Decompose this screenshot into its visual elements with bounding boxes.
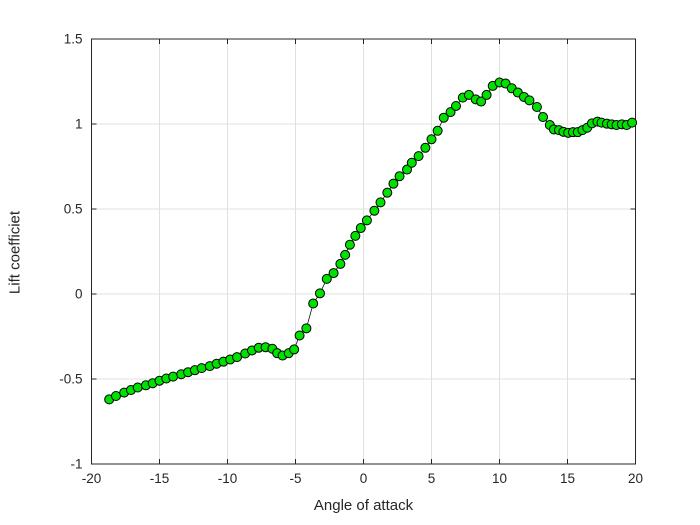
- y-tick-label: 0.5: [64, 202, 83, 217]
- data-point-marker: [314, 288, 325, 299]
- data-point-marker: [196, 363, 207, 374]
- data-point-marker: [438, 112, 449, 123]
- x-tick-label: 15: [560, 471, 575, 486]
- data-point-marker: [524, 95, 535, 106]
- data-point-marker: [406, 157, 417, 168]
- y-tick-label: -0.5: [59, 372, 82, 387]
- x-tick-label: 5: [428, 471, 436, 486]
- data-point-marker: [476, 96, 487, 107]
- data-point-marker: [308, 298, 319, 309]
- data-point-marker: [369, 205, 380, 216]
- data-point-marker: [481, 89, 492, 100]
- data-point-marker: [232, 352, 243, 363]
- data-point-marker: [335, 258, 346, 269]
- data-point-marker: [420, 142, 431, 153]
- data-point-marker: [394, 171, 405, 182]
- data-point-marker: [361, 215, 372, 226]
- data-point-marker: [321, 273, 332, 284]
- y-tick-label: 0: [75, 287, 83, 302]
- y-tick-label: -1: [70, 457, 82, 472]
- x-tick-label: 10: [492, 471, 507, 486]
- x-tick-label: -5: [289, 471, 301, 486]
- data-point-marker: [432, 125, 443, 136]
- y-axis-label: Lift coefficiet: [6, 210, 24, 295]
- data-point-marker: [289, 344, 300, 355]
- data-point-marker: [168, 371, 179, 382]
- data-point-marker: [531, 102, 542, 112]
- data-point-marker: [340, 249, 351, 260]
- data-point-marker: [538, 112, 549, 123]
- data-point-marker: [627, 117, 638, 128]
- x-tick-label: -20: [82, 471, 102, 486]
- data-point-marker: [375, 197, 386, 208]
- x-tick-label: -15: [150, 471, 170, 486]
- data-point-marker: [388, 178, 399, 189]
- data-point-marker: [350, 230, 361, 241]
- data-point-marker: [301, 323, 312, 334]
- x-axis-label: Angle of attack: [313, 497, 414, 514]
- y-tick-label: 1.5: [64, 32, 83, 47]
- x-tick-label: 20: [628, 471, 643, 486]
- y-tick-label: 1: [75, 117, 83, 132]
- data-point-marker: [328, 268, 339, 279]
- data-point-marker: [294, 330, 305, 341]
- data-point-marker: [450, 100, 461, 111]
- data-point-marker: [382, 187, 393, 198]
- x-tick-label: 0: [360, 471, 368, 486]
- data-point-marker: [344, 239, 355, 250]
- data-point-marker: [132, 382, 143, 393]
- x-tick-label: -10: [218, 471, 238, 486]
- data-point-marker: [413, 151, 424, 162]
- data-point-marker: [110, 391, 121, 401]
- data-point-marker: [426, 134, 437, 145]
- data-point-marker: [355, 223, 366, 234]
- data-point-marker: [445, 107, 456, 118]
- data-point-marker: [402, 164, 413, 175]
